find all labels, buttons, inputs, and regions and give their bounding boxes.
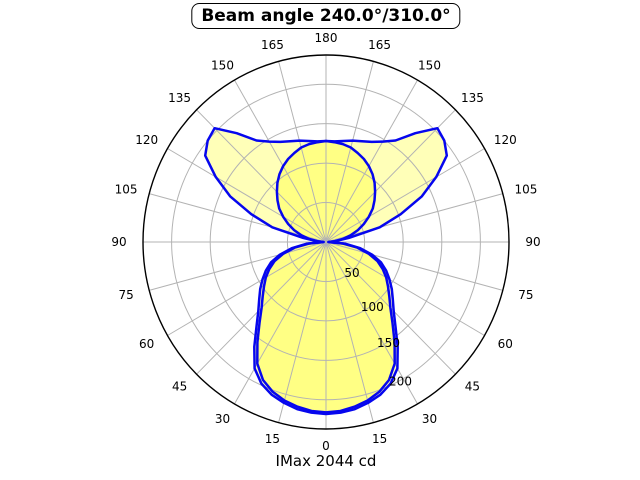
radial-tick-label: 100	[361, 300, 384, 314]
angle-tick-label: 60	[498, 337, 513, 351]
angle-tick-label: 15	[372, 432, 387, 446]
grid-spoke	[149, 193, 327, 243]
angle-tick-label: 105	[115, 182, 138, 196]
grid-spoke	[325, 79, 418, 243]
angle-tick-label: 120	[135, 133, 158, 147]
grid-spoke	[325, 241, 418, 405]
angle-tick-label: 150	[211, 59, 234, 73]
angle-tick-label: 105	[514, 182, 537, 196]
imax-label: IMax 2044 cd	[275, 452, 377, 470]
grid-spoke	[325, 109, 456, 243]
angle-tick-label: 180	[315, 31, 338, 45]
angle-tick-label: 135	[461, 91, 484, 105]
angle-tick-label: 60	[139, 337, 154, 351]
grid-spoke	[325, 241, 374, 423]
grid-spoke	[167, 241, 327, 336]
grid-spoke	[278, 61, 327, 243]
polar-grid	[143, 55, 509, 429]
grid-spoke	[278, 241, 327, 423]
grid-spoke	[149, 241, 327, 291]
grid-ring	[286, 202, 366, 282]
grid-spoke	[325, 241, 503, 291]
grid-spoke	[234, 79, 327, 243]
radial-tick-labels: 50 100 150 200	[344, 266, 412, 388]
angle-tick-label: 15	[265, 432, 280, 446]
outer-circle	[142, 54, 510, 430]
angle-tick-label: 120	[494, 133, 517, 147]
radial-tick-label: 150	[377, 336, 400, 350]
radial-tick-label: 50	[344, 266, 359, 280]
intensity-curve-2	[256, 139, 396, 414]
angle-tick-label: 0	[322, 439, 330, 453]
angle-tick-label: 90	[525, 235, 540, 249]
grid-spoke	[325, 61, 374, 243]
angle-tick-label: 30	[422, 412, 437, 426]
angle-tick-label: 45	[465, 379, 480, 393]
angle-tick-label: 75	[518, 288, 533, 302]
angle-tick-label: 135	[168, 91, 191, 105]
chart-title: Beam angle 240.0°/310.0°	[191, 3, 461, 29]
angle-tick-label: 165	[368, 38, 391, 52]
grid-spoke	[167, 148, 327, 243]
angle-tick-label: 30	[215, 412, 230, 426]
grid-spoke	[196, 109, 327, 243]
grid-ring	[209, 123, 443, 361]
grid-spoke	[325, 148, 485, 243]
radial-tick-label: 200	[389, 375, 412, 389]
angle-tick-labels: 0 15 15 30 30 45 45 60 60 75 75 90 90 105 105 120 120 135…	[111, 31, 540, 453]
grid-spoke	[325, 193, 503, 243]
grid-spoke	[234, 241, 327, 405]
grid-ring	[248, 162, 404, 322]
angle-tick-label: 165	[261, 38, 284, 52]
grid-spoke	[325, 241, 485, 336]
angle-tick-label: 90	[111, 235, 126, 249]
angle-tick-label: 75	[118, 288, 133, 302]
angle-tick-label: 150	[418, 59, 441, 73]
grid-ring	[171, 83, 481, 401]
angle-tick-label: 45	[172, 379, 187, 393]
